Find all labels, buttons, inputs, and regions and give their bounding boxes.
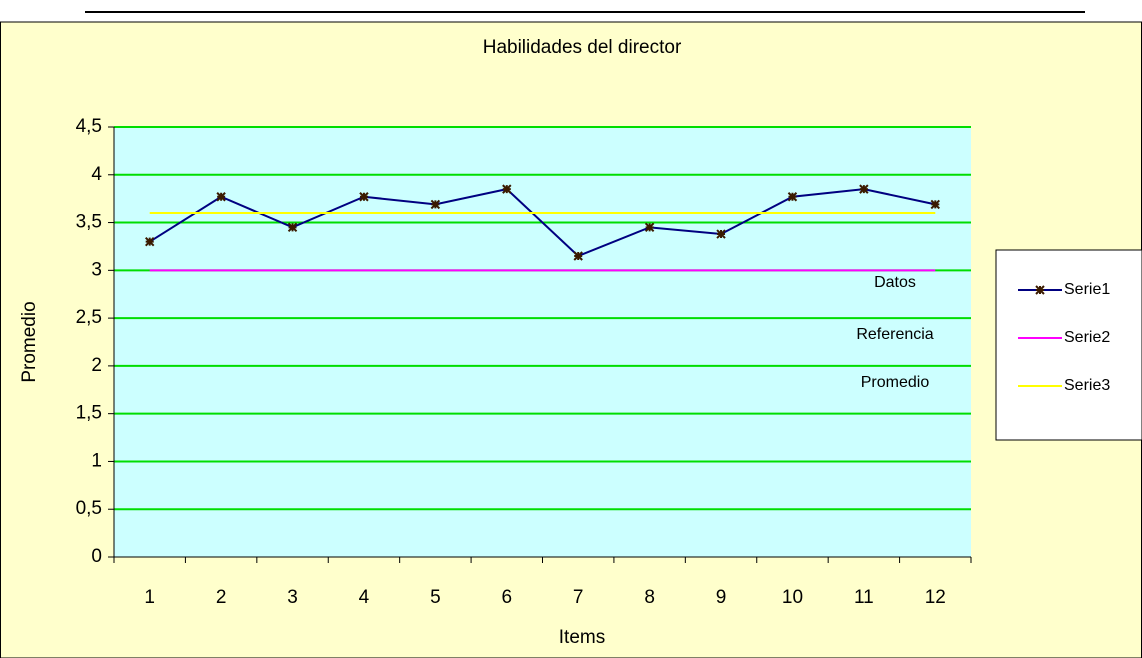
y-tick-label: 2,5 [76, 307, 102, 328]
x-tick-label: 2 [216, 587, 227, 608]
x-tick-label: 12 [925, 587, 946, 608]
y-tick-label: 1 [91, 450, 102, 471]
plot-area [114, 127, 971, 557]
x-axis-label: Items [559, 627, 605, 648]
marker [787, 192, 798, 202]
x-tick-label: 10 [782, 587, 803, 608]
annotation: Referencia [856, 326, 933, 343]
x-tick-label: 8 [644, 587, 655, 608]
marker [930, 199, 940, 210]
y-tick-label: 1,5 [76, 403, 102, 424]
y-tick-label: 4,5 [76, 116, 102, 137]
marker [573, 251, 583, 261]
chart-title: Habilidades del director [483, 37, 682, 58]
x-tick-label: 6 [502, 587, 513, 608]
marker [716, 229, 726, 239]
y-tick-label: 0,5 [76, 498, 102, 519]
marker [430, 199, 441, 210]
x-tick-label: 7 [573, 587, 584, 608]
x-tick-label: 11 [854, 587, 874, 608]
y-tick-label: 4 [91, 164, 102, 185]
marker [287, 222, 298, 233]
marker [502, 184, 512, 194]
y-axis-label: Promedio [19, 301, 40, 382]
x-tick-label: 4 [359, 587, 370, 608]
y-tick-label: 0 [91, 546, 102, 567]
series-line [149, 188, 936, 258]
legend-box [995, 249, 1142, 441]
legend-marker [1035, 285, 1045, 295]
legend-label: Serie3 [1064, 377, 1110, 394]
annotation: Promedio [861, 374, 930, 391]
marker [644, 222, 655, 233]
marker [359, 192, 369, 202]
x-tick-label: 5 [430, 587, 441, 608]
marker [216, 192, 226, 202]
marker [859, 184, 869, 194]
y-tick-label: 3,5 [76, 212, 102, 233]
x-tick-label: 3 [287, 587, 298, 608]
legend-label: Serie2 [1064, 329, 1110, 346]
legend-label: Serie1 [1064, 281, 1110, 298]
y-tick-label: 3 [91, 259, 102, 280]
x-tick-label: 9 [716, 587, 727, 608]
y-tick-label: 2 [91, 355, 102, 376]
annotation: Datos [874, 274, 916, 291]
x-tick-label: 1 [144, 587, 155, 608]
marker [145, 236, 155, 247]
